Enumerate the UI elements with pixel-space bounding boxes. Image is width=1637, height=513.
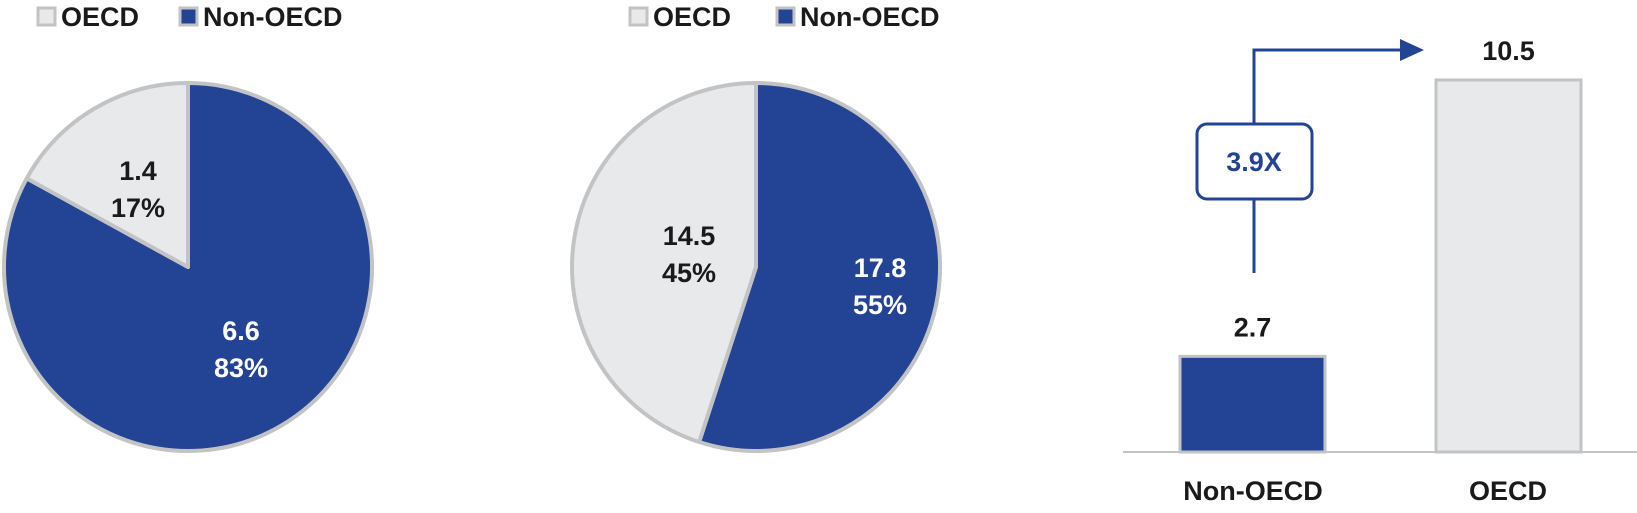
- legend-swatch-oecd: [36, 6, 57, 27]
- pie-slices: [2, 81, 374, 453]
- legend-label-oecd: OECD: [61, 2, 139, 32]
- legend-swatch-non-oecd: [775, 6, 796, 27]
- legend-label-non-oecd: Non-OECD: [800, 2, 939, 32]
- category-label-non-oecd: Non-OECD: [1183, 476, 1322, 506]
- pie-chart-2: OECD Non-OECD 14.5 45% 17.8 55%: [570, 2, 943, 453]
- bar-non-oecd: [1178, 354, 1327, 454]
- pie-chart-1: OECD Non-OECD 1.4 17% 6.6 83%: [2, 2, 374, 453]
- ratio-callout-box: [1195, 122, 1314, 201]
- slice-percent-label-non-oecd: 83%: [214, 353, 268, 383]
- slice-value-label-oecd: 1.4: [119, 156, 157, 186]
- ratio-arrowhead-icon: [1400, 39, 1424, 61]
- pie-slice-oecd: [24, 81, 190, 269]
- slice-percent-label-non-oecd: 55%: [853, 290, 907, 320]
- pie-slice-non-oecd: [697, 81, 943, 453]
- slice-value-label-non-oecd: 17.8: [854, 253, 907, 283]
- ratio-annotation: 3.9X: [1195, 39, 1424, 273]
- legend-swatch-oecd: [628, 6, 649, 27]
- category-label-oecd: OECD: [1469, 476, 1547, 506]
- ratio-callout-label: 3.9X: [1226, 147, 1282, 177]
- slice-percent-label-oecd: 45%: [662, 258, 716, 288]
- legend-label-non-oecd: Non-OECD: [203, 2, 342, 32]
- bar-value-label-non-oecd: 2.7: [1234, 312, 1272, 342]
- pie-slices: [570, 81, 943, 453]
- legend-swatch-non-oecd: [178, 6, 199, 27]
- slice-percent-label-oecd: 17%: [111, 193, 165, 223]
- legend-label-oecd: OECD: [653, 2, 731, 32]
- legend: OECD Non-OECD: [36, 2, 342, 32]
- bar-value-label-oecd: 10.5: [1482, 36, 1535, 66]
- legend: OECD Non-OECD: [628, 2, 939, 32]
- bars: 2.7 10.5: [1178, 36, 1583, 454]
- slice-value-label-oecd: 14.5: [663, 221, 716, 251]
- bar-oecd: [1434, 78, 1583, 454]
- bar-chart: 2.7 10.5 Non-OECD OECD 3.9X: [1123, 36, 1637, 506]
- slice-value-label-non-oecd: 6.6: [222, 316, 260, 346]
- pie-slice-oecd: [570, 81, 758, 444]
